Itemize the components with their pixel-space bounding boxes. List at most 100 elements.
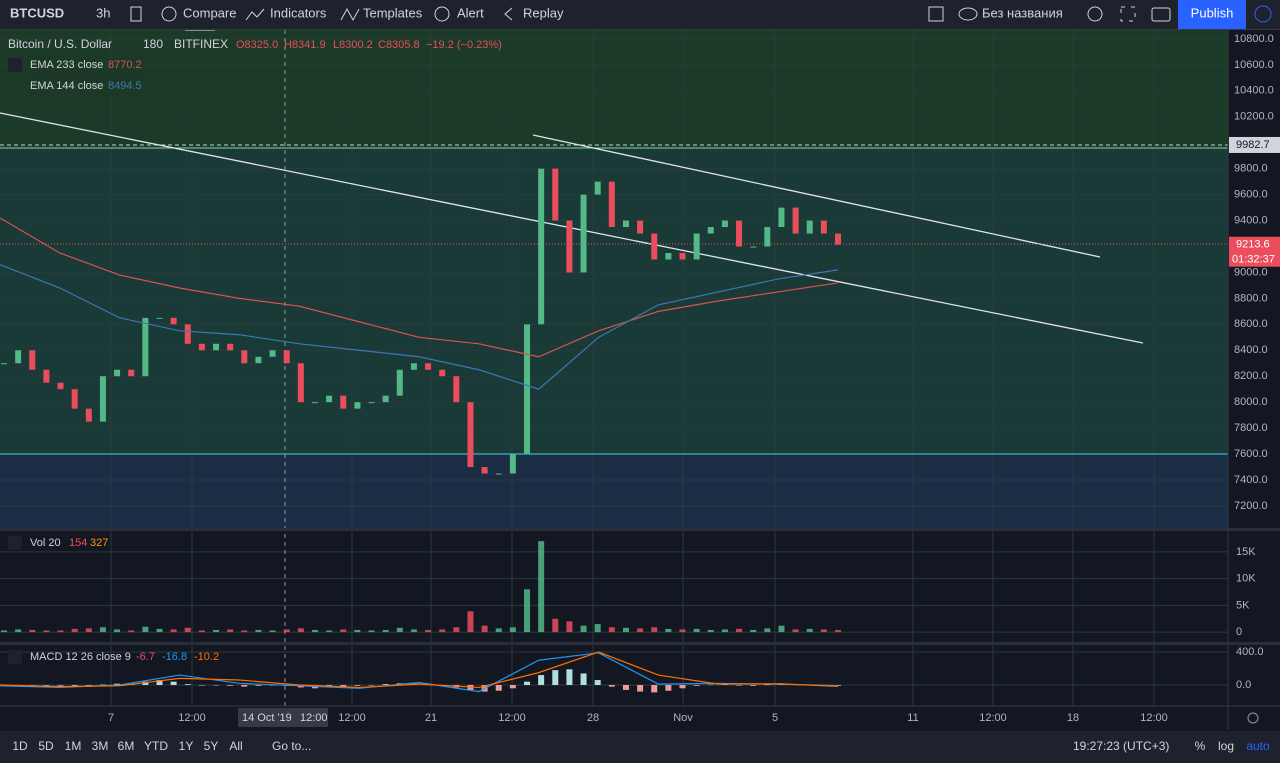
candle bbox=[85, 408, 92, 422]
volume-bar bbox=[509, 627, 516, 633]
symbol[interactable]: BTCUSD bbox=[10, 5, 64, 20]
compare-icon[interactable] bbox=[161, 6, 177, 22]
scale-option[interactable]: log bbox=[1218, 739, 1234, 753]
replay-icon[interactable] bbox=[504, 7, 513, 21]
candle bbox=[792, 207, 799, 234]
marker-price: 9982.7 bbox=[1236, 139, 1270, 151]
range-button[interactable]: 3M bbox=[92, 739, 109, 753]
volume-name: Vol 20 bbox=[30, 537, 61, 549]
collapse-button[interactable] bbox=[8, 58, 22, 72]
layout-icon[interactable] bbox=[928, 6, 944, 22]
volume-bar bbox=[552, 618, 559, 633]
candle bbox=[622, 220, 629, 228]
histogram-bar bbox=[170, 681, 177, 685]
layout-name[interactable]: Без названия bbox=[982, 5, 1063, 20]
settings-icon[interactable] bbox=[1087, 6, 1103, 22]
volume-bar bbox=[566, 621, 573, 633]
volume-bar bbox=[43, 630, 50, 633]
range-button[interactable]: 1M bbox=[65, 739, 82, 753]
indicators-icon[interactable] bbox=[245, 8, 265, 21]
histogram-bar bbox=[552, 670, 559, 685]
volume-bar bbox=[128, 630, 135, 633]
volume-bar bbox=[679, 629, 686, 633]
histogram-bar bbox=[707, 684, 714, 686]
y-tick-label: 8000.0 bbox=[1234, 396, 1268, 408]
volume-bar bbox=[637, 628, 644, 633]
trend-line[interactable] bbox=[532, 134, 1101, 258]
volume-bar bbox=[665, 628, 672, 633]
range-button[interactable]: YTD bbox=[144, 739, 168, 753]
y-tick-label: 8600.0 bbox=[1234, 318, 1268, 330]
histogram-bar bbox=[241, 684, 248, 687]
volume-bar bbox=[410, 629, 417, 633]
scale-option[interactable]: % bbox=[1195, 739, 1206, 753]
y-tick-label: 9600.0 bbox=[1234, 189, 1268, 201]
y-tick-label: 8200.0 bbox=[1234, 370, 1268, 382]
volume-bar bbox=[213, 629, 220, 633]
volume-bar bbox=[538, 541, 545, 633]
templates-icon[interactable] bbox=[340, 7, 360, 22]
volume-bar bbox=[820, 629, 827, 633]
collapse-button[interactable] bbox=[8, 536, 22, 550]
candles-icon[interactable] bbox=[130, 6, 142, 22]
volume-bar bbox=[114, 629, 121, 633]
x-tick-label: 18 bbox=[1067, 712, 1079, 724]
y-tick-label: 9400.0 bbox=[1234, 214, 1268, 226]
range-button[interactable]: All bbox=[229, 739, 242, 753]
candle bbox=[382, 395, 389, 403]
range-button[interactable]: 1Y bbox=[179, 739, 194, 753]
candle bbox=[241, 350, 248, 364]
compare[interactable]: Compare bbox=[183, 5, 236, 20]
histogram-bar bbox=[566, 669, 573, 685]
candle bbox=[806, 220, 813, 234]
candle bbox=[128, 369, 135, 377]
x-tick-label: 7 bbox=[108, 712, 114, 724]
volume-bar bbox=[99, 627, 106, 633]
x-tick-label: 21 bbox=[425, 712, 437, 724]
volume-bar bbox=[269, 630, 276, 633]
candle bbox=[114, 369, 121, 377]
volume-bar bbox=[227, 629, 234, 633]
snapshot-icon[interactable] bbox=[1151, 7, 1171, 22]
volume-bar bbox=[608, 627, 615, 633]
range-button[interactable]: 5D bbox=[38, 739, 54, 753]
y-tick-label: 7200.0 bbox=[1234, 500, 1268, 512]
y-tick-label: 10800.0 bbox=[1234, 33, 1274, 45]
histogram-bar bbox=[524, 681, 531, 685]
histogram-bar bbox=[693, 684, 700, 686]
replay[interactable]: Replay bbox=[523, 5, 564, 20]
range-button[interactable]: 1D bbox=[12, 739, 28, 753]
histogram-bar bbox=[368, 684, 375, 686]
candle bbox=[721, 220, 728, 228]
ohlc: O8325.0 H8341.9 L8300.2 C8305.8 −19.2 (−0.23… bbox=[236, 39, 502, 51]
templates[interactable]: Templates bbox=[363, 5, 423, 20]
candle bbox=[665, 252, 672, 260]
collapse-button[interactable] bbox=[8, 650, 22, 664]
axis-settings[interactable] bbox=[1247, 712, 1259, 724]
candle bbox=[29, 350, 36, 370]
volume-bar bbox=[651, 627, 658, 633]
range-button[interactable]: 6M bbox=[118, 739, 135, 753]
x-tick-label: Nov bbox=[673, 712, 693, 724]
y-tick-label: 15K bbox=[1236, 546, 1256, 558]
y-tick-label: 0.0 bbox=[1236, 679, 1251, 691]
scale-option[interactable]: auto bbox=[1246, 739, 1270, 753]
symbol-title: Bitcoin / U.S. Dollar bbox=[8, 37, 112, 51]
publish-button[interactable] bbox=[1178, 0, 1246, 29]
candle bbox=[170, 317, 177, 325]
publish[interactable]: Publish bbox=[1191, 5, 1234, 20]
candle bbox=[410, 363, 417, 370]
cloud-icon[interactable] bbox=[958, 7, 978, 21]
alert-icon[interactable] bbox=[434, 6, 450, 22]
candle bbox=[368, 402, 375, 404]
range-button[interactable]: 5Y bbox=[204, 739, 219, 753]
histogram-bar bbox=[255, 684, 262, 686]
x-tick-label: 12:00 bbox=[498, 712, 526, 724]
interval[interactable]: 3h bbox=[96, 5, 110, 20]
goto-button[interactable]: Go to... bbox=[272, 739, 311, 753]
fullscreen-icon[interactable] bbox=[1120, 6, 1136, 22]
indicators[interactable]: Indicators bbox=[270, 5, 327, 20]
play-icon[interactable] bbox=[1254, 5, 1272, 23]
volume-bar bbox=[15, 629, 22, 633]
alert[interactable]: Alert bbox=[457, 5, 484, 20]
